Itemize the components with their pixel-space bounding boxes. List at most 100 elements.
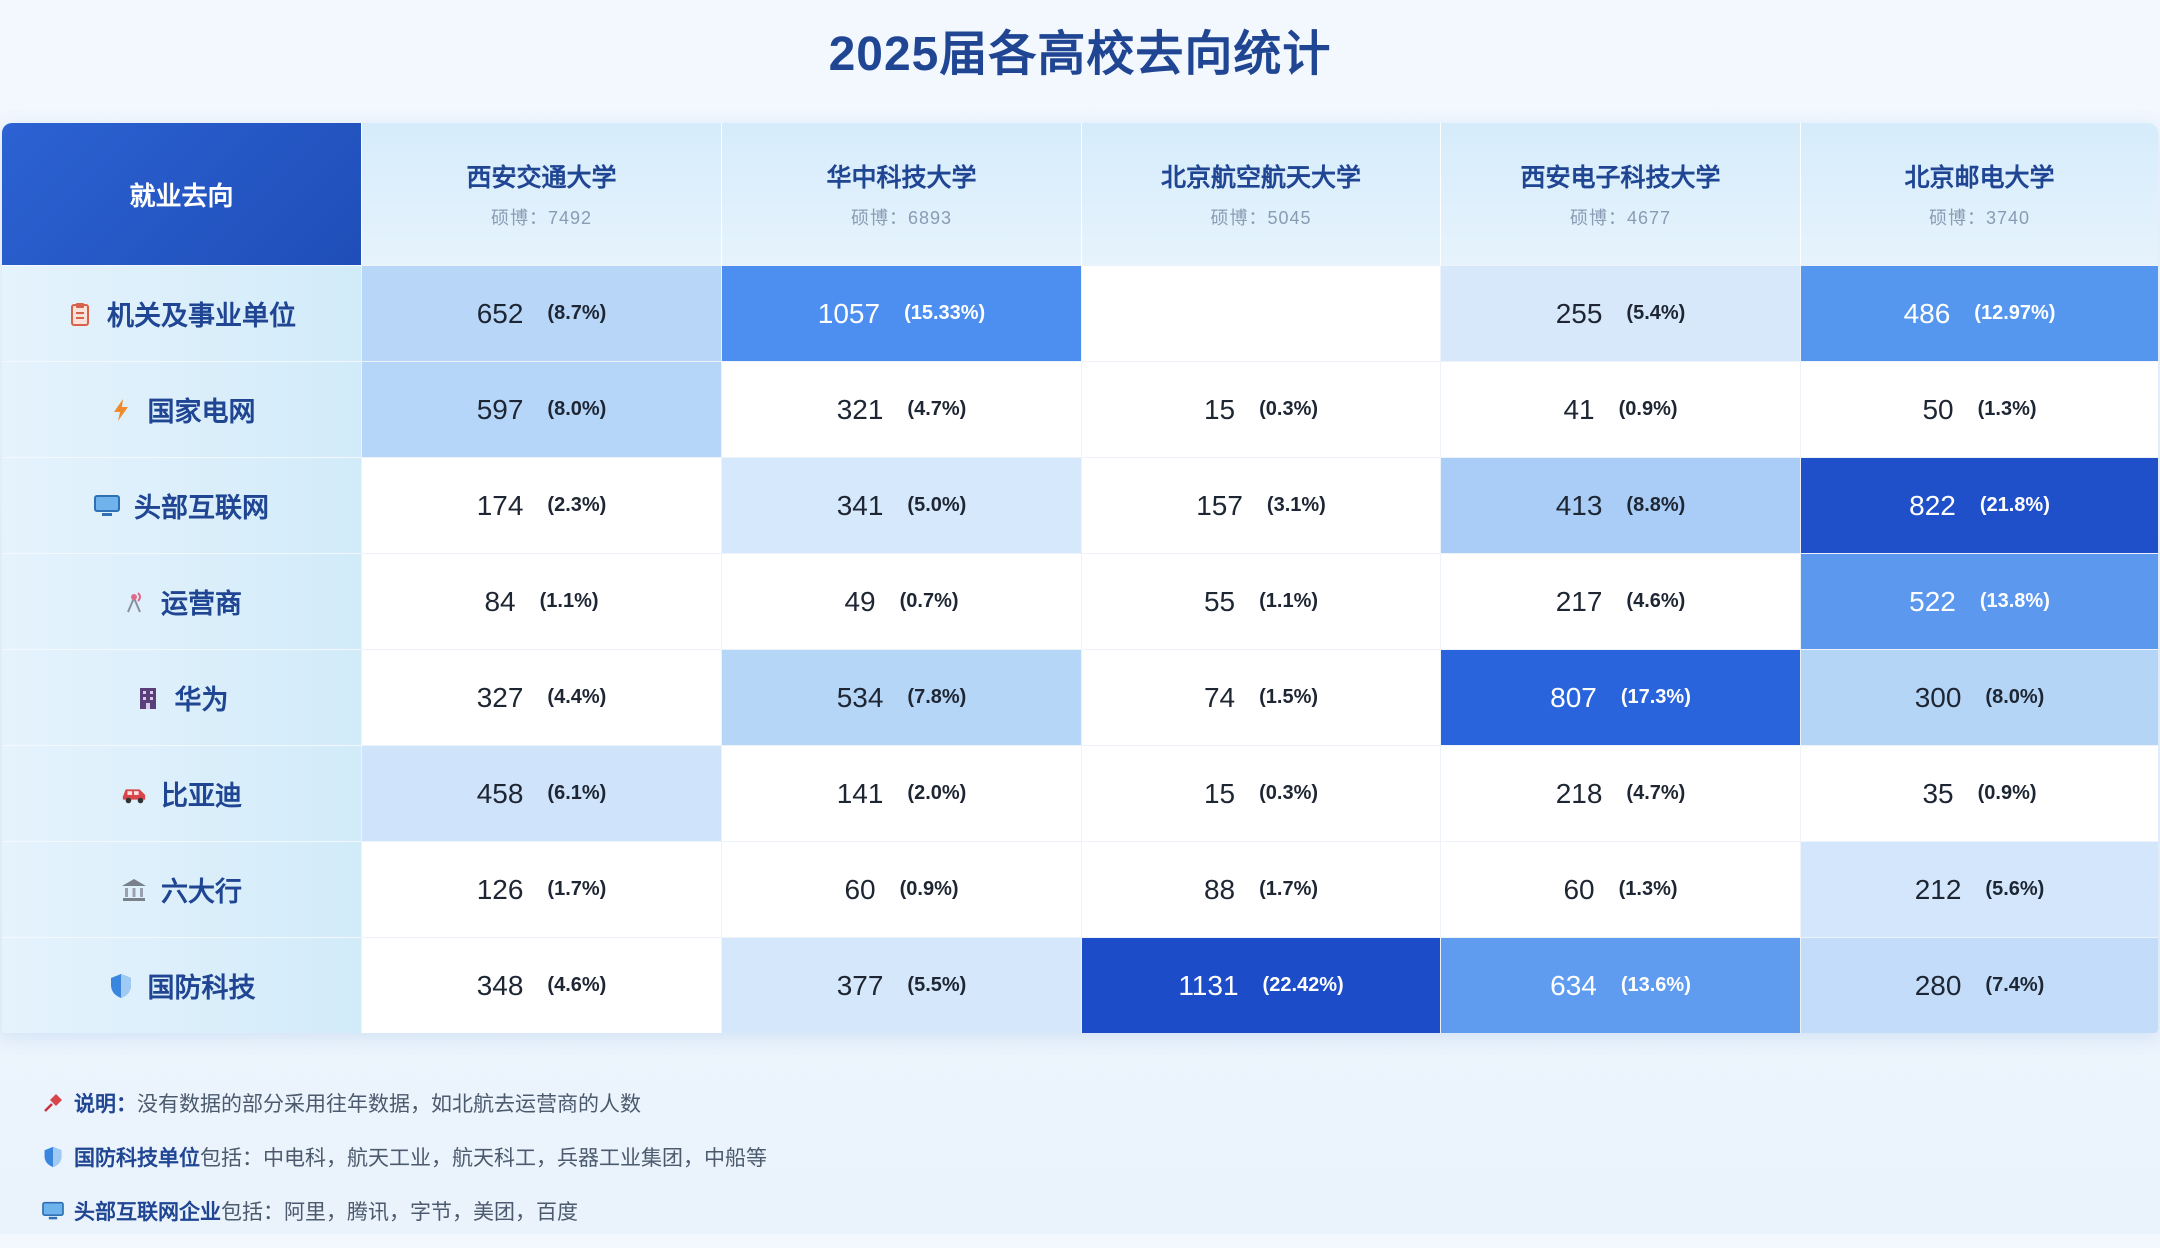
stats-table: 就业去向 西安交通大学 硕博：7492 华中科技大学 硕博：6893 北京航空航… [2,123,2158,1033]
row-label: 华为 [174,685,229,715]
data-cell: 55 (1.1%) [1081,553,1440,649]
data-cell: 280 (7.4%) [1800,937,2158,1033]
cell-count: 255 [1555,297,1603,329]
data-cell: 522 (13.8%) [1800,553,2158,649]
cell-count: 377 [836,969,884,1001]
row-header: 国家电网 [2,361,361,457]
cell-percent: (7.4%) [1985,974,2045,996]
cell-count: 280 [1914,969,1962,1001]
data-cell: 217 (4.6%) [1440,553,1800,649]
cell-count: 74 [1203,681,1236,713]
cell-percent: (1.3%) [1977,398,2037,420]
row-label: 比亚迪 [161,781,242,811]
note-label: 国防科技单位 [74,1147,200,1170]
row-header: 头部互联网 [2,457,361,553]
cell-count: 212 [1914,873,1962,905]
university-grad-count: 硕博：6893 [850,208,953,228]
data-cell: 88 (1.7%) [1081,841,1440,937]
data-cell: 486 (12.97%) [1800,265,2158,361]
column-header: 西安电子科技大学 硕博：4677 [1440,123,1800,265]
data-cell: 255 (5.4%) [1440,265,1800,361]
cell-percent: (1.3%) [1618,878,1678,900]
cell-count: 217 [1555,585,1603,617]
data-cell: 1131 (22.42%) [1081,937,1440,1033]
clipboard-icon [67,301,93,327]
cell-count: 218 [1555,777,1603,809]
data-cell: 597 (8.0%) [361,361,721,457]
cell-count: 458 [476,777,524,809]
column-header: 西安交通大学 硕博：7492 [361,123,721,265]
cell-percent: (1.1%) [539,590,599,612]
cell-count: 522 [1909,585,1956,617]
note-text: 包括：中电科，航天工业，航天科工，兵器工业集团，中船等 [200,1147,767,1170]
cell-count: 1131 [1178,969,1239,1001]
lightning-icon [108,397,134,423]
cell-count: 634 [1550,969,1597,1001]
notes-section: 说明： 没有数据的部分采用往年数据，如北航去运营商的人数 国防科技单位 包括：中电科… [42,1086,767,1248]
cell-percent: (8.8%) [1626,494,1686,516]
university-grad-count: 硕博：4677 [1569,208,1672,228]
data-cell: 60 (1.3%) [1440,841,1800,937]
data-cell: 822 (21.8%) [1800,457,2158,553]
data-cell: 60 (0.9%) [721,841,1081,937]
data-cell: 327 (4.4%) [361,649,721,745]
row-label: 运营商 [161,589,242,619]
cell-count: 15 [1203,393,1236,425]
data-cell: 74 (1.5%) [1081,649,1440,745]
cell-percent: (0.9%) [899,878,959,900]
data-cell: 174 (2.3%) [361,457,721,553]
data-cell: 377 (5.5%) [721,937,1081,1033]
note-text: 没有数据的部分采用往年数据，如北航去运营商的人数 [137,1093,641,1116]
cell-percent: (12.97%) [1974,302,2056,324]
cell-percent: (22.42%) [1262,974,1344,996]
cell-percent: (7.8%) [907,686,967,708]
cell-percent: (8.7%) [547,302,607,324]
data-cell: 50 (1.3%) [1800,361,2158,457]
data-cell: 126 (1.7%) [361,841,721,937]
cell-percent: (8.0%) [547,398,607,420]
data-cell: 652 (8.7%) [361,265,721,361]
shield-icon [42,1146,64,1168]
data-cell: 15 (0.3%) [1081,745,1440,841]
data-cell: 212 (5.6%) [1800,841,2158,937]
data-cell: 35 (0.9%) [1800,745,2158,841]
cell-count: 327 [476,681,524,713]
data-cell: 321 (4.7%) [721,361,1081,457]
building-icon [135,685,161,711]
cell-count: 413 [1555,489,1603,521]
cell-count: 35 [1922,777,1954,809]
note-item: 头部互联网企业 包括：阿里，腾讯，字节，美团，百度 [42,1194,767,1228]
data-cell: 218 (4.7%) [1440,745,1800,841]
cell-count: 141 [836,777,884,809]
cell-percent: (1.7%) [547,878,607,900]
cell-percent: (1.5%) [1259,686,1319,708]
note-label: 说明： [74,1093,137,1116]
cell-count: 88 [1203,873,1236,905]
university-grad-count: 硕博：7492 [490,208,593,228]
data-cell: 413 (8.8%) [1440,457,1800,553]
row-header: 比亚迪 [2,745,361,841]
car-icon [121,781,147,807]
data-cell: 41 (0.9%) [1440,361,1800,457]
cell-percent: (6.1%) [547,782,607,804]
data-cell: 458 (6.1%) [361,745,721,841]
row-label: 机关及事业单位 [107,301,296,331]
cell-percent: (21.8%) [1979,494,2050,516]
cell-percent: (8.0%) [1985,686,2045,708]
computer-icon [42,1200,64,1222]
note-text: 包括：阿里，腾讯，字节，美团，百度 [221,1201,578,1224]
cell-percent: (5.5%) [907,974,967,996]
cell-count: 822 [1909,489,1956,521]
cell-count: 15 [1203,777,1236,809]
cell-percent: (15.33%) [904,302,986,324]
cell-count: 534 [836,681,884,713]
cell-count: 50 [1922,393,1954,425]
column-header: 华中科技大学 硕博：6893 [721,123,1081,265]
page-title: 2025届各高校去向统计 [828,28,1332,81]
cell-count: 126 [476,873,524,905]
data-cell: 15 (0.3%) [1081,361,1440,457]
cell-percent: (2.3%) [547,494,607,516]
note-label: 头部互联网企业 [74,1201,221,1224]
note-item: 说明： 没有数据的部分采用往年数据，如北航去运营商的人数 [42,1086,767,1120]
cell-percent: (0.7%) [899,590,959,612]
